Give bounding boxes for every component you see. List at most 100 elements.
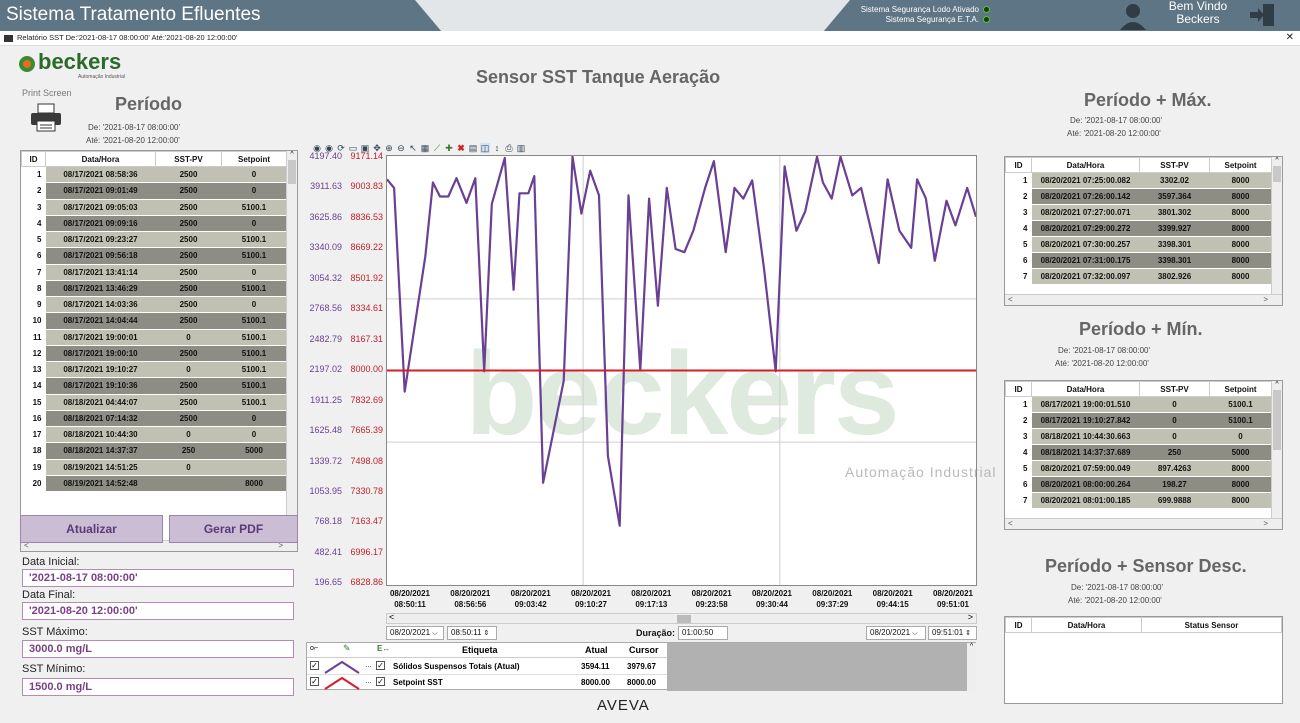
col-datahora[interactable]: Data/Hora bbox=[45, 151, 156, 167]
table-row[interactable]: 6 08/20/2021 08:00:00.264 198.27 8000 bbox=[1005, 476, 1272, 493]
table-row[interactable]: 11 08/17/2021 19:00:01 0 5100.1 bbox=[21, 329, 287, 346]
cursor-icon[interactable]: ↖ bbox=[409, 143, 417, 153]
export-icon[interactable]: ▥ bbox=[516, 143, 526, 153]
play-icon[interactable]: ◉ bbox=[325, 143, 333, 153]
col-setpoint[interactable]: Setpoint bbox=[1209, 157, 1272, 173]
col-id[interactable]: ID bbox=[1005, 157, 1032, 173]
sst-max-field[interactable]: 3000.0 mg/L bbox=[22, 640, 294, 658]
scroll-right-icon[interactable]: > bbox=[967, 612, 973, 622]
refresh-icon[interactable]: ⟳ bbox=[337, 143, 345, 153]
table-row[interactable]: 4 08/18/2021 14:37:37.689 250 5000 bbox=[1005, 444, 1272, 461]
table-row[interactable]: 16 08/18/2021 07:14:32 2500 0 bbox=[21, 410, 287, 428]
table-row[interactable]: 17 08/18/2021 10:44:30 0 0 bbox=[21, 426, 287, 444]
window-close-button[interactable]: ✕ bbox=[1285, 32, 1294, 43]
table-row[interactable]: 3 08/18/2021 10:44:30.663 0 0 bbox=[1005, 428, 1272, 445]
start-time-field[interactable]: 08:50:11 ⇕ bbox=[447, 626, 497, 640]
data-final-field[interactable]: '2021-08-20 12:00:00' bbox=[22, 602, 294, 620]
table-row[interactable]: 1 08/20/2021 07:25:00.082 3302.02 8000 bbox=[1005, 172, 1272, 189]
table-row[interactable]: 3 08/20/2021 07:27:00.071 3801.302 8000 bbox=[1005, 204, 1272, 221]
table-row[interactable]: 7 08/20/2021 07:32:00.097 3802.926 8000 bbox=[1005, 268, 1272, 285]
table-row[interactable]: 19 08/19/2021 14:51:25 0 bbox=[21, 459, 287, 476]
legend-row[interactable]: ✓ … ✓ Setpoint SST 8000.00 8000.00 bbox=[307, 675, 667, 691]
col-datahora[interactable]: Data/Hora bbox=[1031, 157, 1140, 173]
table-row[interactable]: 10 08/17/2021 14:04:44 2500 5100.1 bbox=[21, 312, 287, 330]
table-row[interactable]: 20 08/19/2021 14:52:48 8000 bbox=[21, 475, 287, 493]
table-row[interactable]: 6 08/17/2021 09:56:18 2500 5100.1 bbox=[21, 247, 287, 265]
table-row[interactable]: 1 08/17/2021 08:58:36 2500 0 bbox=[21, 166, 287, 184]
table-row[interactable]: 4 08/17/2021 09:09:16 2500 0 bbox=[21, 215, 287, 233]
col-sstpv[interactable]: SST-PV bbox=[1139, 381, 1210, 397]
table-row[interactable]: 3 08/17/2021 09:05:03 2500 5100.1 bbox=[21, 199, 287, 216]
table-row[interactable]: 2 08/20/2021 07:26:00.142 3597.364 8000 bbox=[1005, 188, 1272, 205]
col-sstpv[interactable]: SST-PV bbox=[155, 151, 222, 167]
col-id[interactable]: ID bbox=[1005, 617, 1032, 633]
scroll-left-icon[interactable]: < bbox=[389, 612, 395, 622]
zoom-in-icon[interactable]: ⊕ bbox=[385, 143, 393, 153]
visibility-checkbox[interactable]: ✓ bbox=[310, 661, 319, 670]
table-row[interactable]: 6 08/20/2021 07:31:00.175 3398.301 8000 bbox=[1005, 252, 1272, 269]
add-pen-icon[interactable]: ✚ bbox=[445, 143, 453, 153]
table-row[interactable]: 7 08/17/2021 13:41:14 2500 0 bbox=[21, 264, 287, 281]
vertical-scrollbar[interactable]: ^ bbox=[1271, 381, 1282, 518]
table-row[interactable]: 13 08/17/2021 19:10:27 0 5100.1 bbox=[21, 361, 287, 379]
zoom-fit-icon[interactable]: ▣ bbox=[360, 143, 370, 153]
legend-row[interactable]: ✓ … ✓ Sólidos Suspensos Totais (Atual) 3… bbox=[307, 659, 667, 675]
pen-options-icon[interactable]: … bbox=[365, 678, 372, 685]
duration-field[interactable]: 01:00:50 bbox=[678, 626, 728, 640]
visibility-checkbox[interactable]: ✓ bbox=[310, 677, 319, 686]
end-date-picker[interactable]: 08/20/2021 ⌵ bbox=[866, 626, 926, 640]
sst-min-field[interactable]: 1500.0 mg/L bbox=[22, 678, 294, 696]
table-row[interactable]: 12 08/17/2021 19:00:10 2500 5100.1 bbox=[21, 345, 287, 363]
scroll-thumb[interactable] bbox=[677, 615, 691, 623]
table-row[interactable]: 5 08/20/2021 07:30:00.257 3398.301 8000 bbox=[1005, 236, 1272, 253]
table-row[interactable]: 5 08/20/2021 07:59:00.049 897.4263 8000 bbox=[1005, 460, 1272, 477]
table-row[interactable]: 18 08/18/2021 14:37:37 250 5000 bbox=[21, 442, 287, 460]
col-id[interactable]: ID bbox=[21, 151, 46, 167]
table-row[interactable]: 8 08/17/2021 13:46:29 2500 5100.1 bbox=[21, 280, 287, 298]
grid-icon[interactable]: ▤ bbox=[468, 143, 478, 153]
horizontal-scrollbar[interactable]: < > bbox=[1005, 294, 1282, 305]
zoom-out-icon[interactable]: ⊖ bbox=[397, 143, 405, 153]
user-icon[interactable] bbox=[1118, 2, 1148, 30]
generate-pdf-button[interactable]: Gerar PDF bbox=[169, 515, 298, 543]
scale-icon[interactable]: ↕ bbox=[494, 143, 500, 153]
pan-icon[interactable]: ✥ bbox=[373, 143, 381, 153]
col-sstpv[interactable]: SST-PV bbox=[1139, 157, 1210, 173]
table-row[interactable]: 5 08/17/2021 09:23:27 2500 5100.1 bbox=[21, 231, 287, 249]
table-row[interactable]: 7 08/20/2021 08:01:00.185 699.9888 8000 bbox=[1005, 492, 1272, 509]
print-chart-icon[interactable]: ⎙ bbox=[505, 143, 513, 153]
printer-icon[interactable] bbox=[30, 103, 62, 133]
col-datahora[interactable]: Data/Hora bbox=[1031, 617, 1142, 633]
pen-options-icon[interactable]: … bbox=[365, 662, 372, 669]
table-row[interactable]: 9 08/17/2021 14:03:36 2500 0 bbox=[21, 296, 287, 314]
legend-scrollbar[interactable]: ^ bbox=[967, 643, 976, 691]
table-row[interactable]: 15 08/18/2021 04:44:07 2500 5100.1 bbox=[21, 394, 287, 411]
horizontal-scrollbar[interactable]: < > bbox=[1005, 518, 1282, 529]
table-row[interactable]: 2 08/17/2021 09:01:49 2500 0 bbox=[21, 182, 287, 200]
security-status-eta[interactable]: Sistema Segurança E.T.A. bbox=[800, 15, 990, 24]
time-scrollbar[interactable]: < > bbox=[386, 612, 977, 624]
pause-icon[interactable]: ◉ bbox=[313, 143, 321, 153]
data-inicial-field[interactable]: '2021-08-17 08:00:00' bbox=[22, 569, 294, 587]
start-date-picker[interactable]: 08/20/2021 ⌵ bbox=[386, 626, 444, 640]
vertical-scrollbar[interactable]: ^ bbox=[286, 151, 297, 540]
security-status-lodo[interactable]: Sistema Segurança Lodo Ativado bbox=[800, 5, 990, 14]
pen-purple-icon[interactable] bbox=[323, 660, 361, 674]
remove-icon[interactable]: ✖ bbox=[457, 143, 465, 153]
col-status-sensor[interactable]: Status Sensor bbox=[1141, 617, 1282, 633]
col-datahora[interactable]: Data/Hora bbox=[1031, 381, 1140, 397]
plot-area[interactable]: beckers Automação Industrial bbox=[386, 155, 996, 586]
table-row[interactable]: 2 08/17/2021 19:10:27.842 0 5100.1 bbox=[1005, 412, 1272, 429]
zoom-area-icon[interactable]: ▭ bbox=[348, 143, 358, 153]
add-trend-icon[interactable]: ⟋ bbox=[433, 143, 441, 153]
scale-checkbox[interactable]: ✓ bbox=[376, 677, 385, 686]
table-row[interactable]: 4 08/20/2021 07:29:00.272 3399.927 8000 bbox=[1005, 220, 1272, 237]
vertical-scrollbar[interactable]: ^ bbox=[1271, 157, 1282, 294]
calendar-icon[interactable]: ▦ bbox=[420, 143, 430, 153]
col-id[interactable]: ID bbox=[1005, 381, 1032, 397]
end-time-field[interactable]: 09:51:01 ⇕ bbox=[928, 626, 977, 640]
scale-checkbox[interactable]: ✓ bbox=[376, 661, 385, 670]
logout-icon[interactable] bbox=[1248, 2, 1278, 28]
columns-icon[interactable]: ◫ bbox=[480, 143, 490, 153]
pen-red-icon[interactable] bbox=[323, 676, 361, 690]
